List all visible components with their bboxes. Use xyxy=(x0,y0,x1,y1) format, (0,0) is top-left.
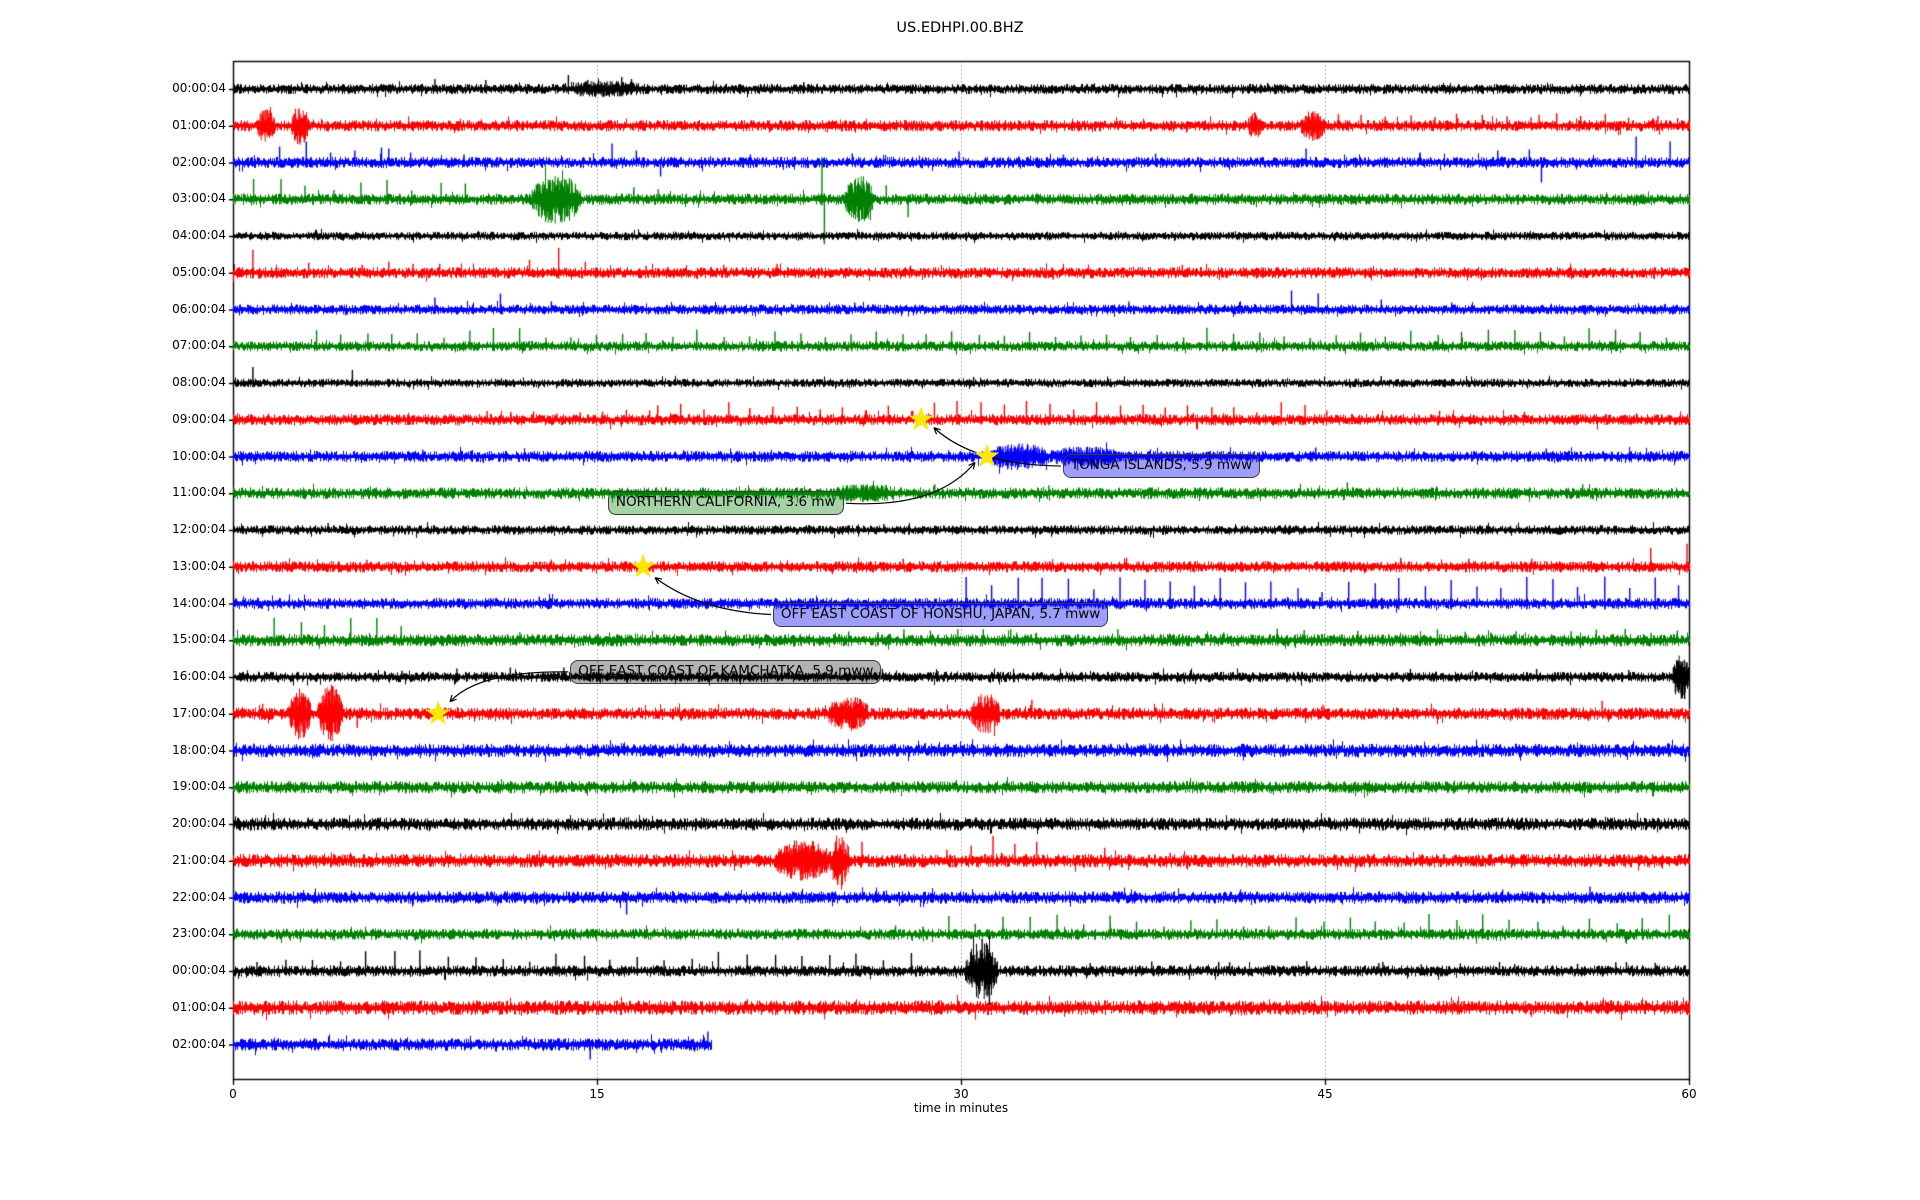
x-tick-label: 15 xyxy=(589,1087,605,1101)
y-tick-label: 08:00:04 xyxy=(172,375,226,389)
event-label: TONGA ISLANDS, 5.9 mww xyxy=(1062,454,1261,479)
x-tick-label: 45 xyxy=(1317,1087,1333,1101)
y-tick-label: 18:00:04 xyxy=(172,742,226,757)
x-tick-label: 30 xyxy=(953,1087,969,1101)
y-tick-label: 23:00:04 xyxy=(172,926,226,941)
y-tick-label: 17:00:04 xyxy=(172,705,226,720)
event-label: OFF EAST COAST OF KAMCHATKA, 5.9 mww xyxy=(570,659,882,684)
y-tick-label: 14:00:04 xyxy=(172,595,226,610)
y-tick-label: 22:00:04 xyxy=(172,889,226,904)
y-tick-label: 15:00:04 xyxy=(172,632,226,647)
y-tick-label: 11:00:04 xyxy=(172,485,226,500)
x-tick-label: 60 xyxy=(1681,1087,1697,1101)
y-tick-label: 09:00:04 xyxy=(172,411,226,426)
y-tick-label: 03:00:04 xyxy=(172,191,226,206)
x-tick-label: 0 xyxy=(229,1087,237,1101)
y-tick-label: 02:00:04 xyxy=(172,1036,226,1051)
y-tick-label: 21:00:04 xyxy=(172,852,226,867)
y-tick-label: 20:00:04 xyxy=(172,816,226,830)
y-tick-label: 13:00:04 xyxy=(172,558,226,573)
y-tick-label: 00:00:04 xyxy=(172,81,226,95)
x-axis-title: time in minutes xyxy=(913,1101,1009,1115)
y-tick-label: 01:00:04 xyxy=(172,117,226,132)
y-tick-label: 04:00:04 xyxy=(172,228,226,242)
event-label: NORTHERN CALIFORNIA, 3.6 mw xyxy=(607,491,844,516)
y-tick-label: 06:00:04 xyxy=(172,301,226,316)
y-tick-label: 00:00:04 xyxy=(172,963,226,977)
page-title: US.EDHPI.00.BHZ xyxy=(896,20,1024,36)
y-tick-label: 16:00:04 xyxy=(172,669,226,683)
y-tick-label: 07:00:04 xyxy=(172,338,226,353)
y-tick-label: 10:00:04 xyxy=(172,448,226,463)
y-tick-label: 01:00:04 xyxy=(172,999,226,1014)
y-tick-label: 19:00:04 xyxy=(172,779,226,794)
event-label: OFF EAST COAST OF HONSHU, JAPAN, 5.7 mww xyxy=(772,602,1109,627)
y-tick-label: 02:00:04 xyxy=(172,154,226,169)
y-tick-label: 12:00:04 xyxy=(172,522,226,536)
y-tick-label: 05:00:04 xyxy=(172,264,226,279)
